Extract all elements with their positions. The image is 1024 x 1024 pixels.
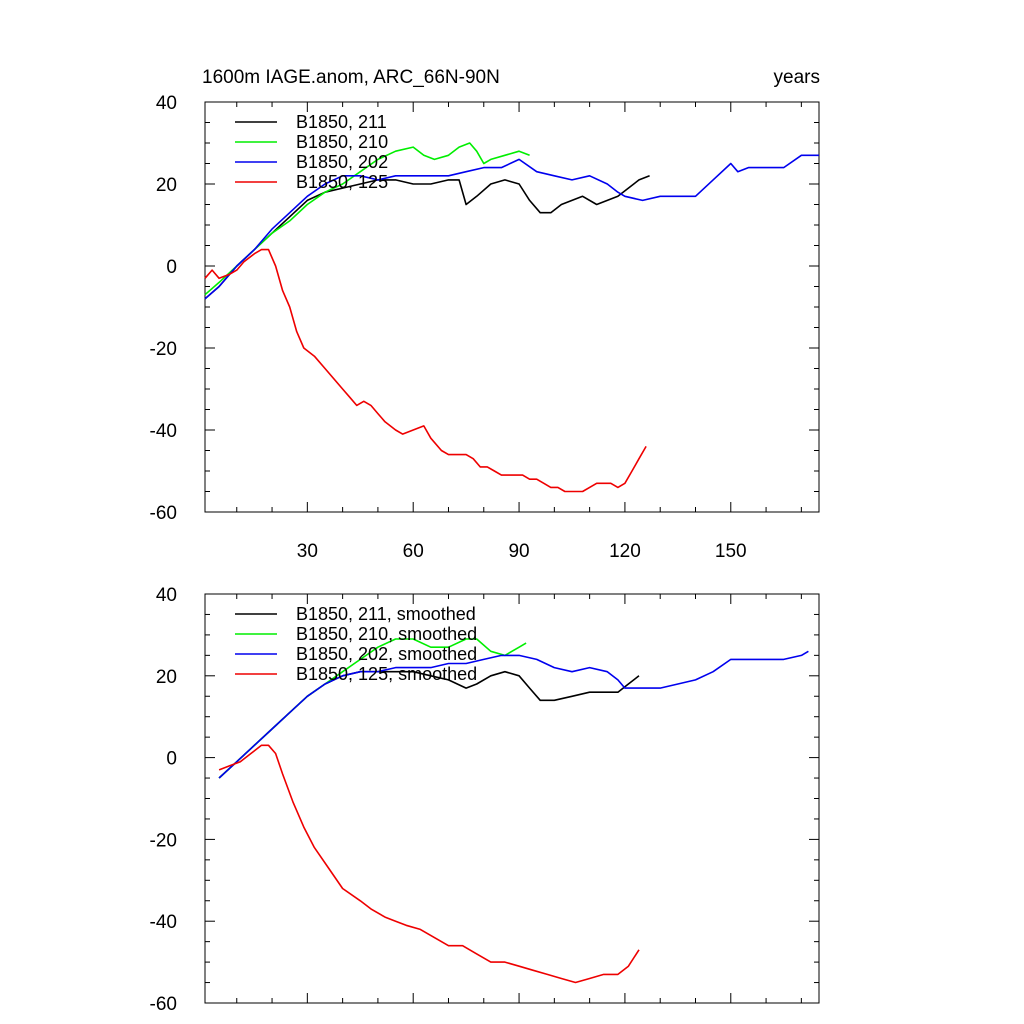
y-tick-label: -20 <box>150 339 177 360</box>
x-tick-label: 60 <box>403 541 424 562</box>
x-tick-label: 30 <box>297 541 318 562</box>
legend-label: B1850, 202 <box>296 152 388 172</box>
series-line-0 <box>204 175 650 300</box>
series-line-2 <box>218 650 809 779</box>
y-tick-label: 40 <box>156 93 177 114</box>
legend-label: B1850, 210, smoothed <box>296 624 477 644</box>
y-tick-label: 20 <box>156 175 177 196</box>
legend-label: B1850, 125 <box>296 172 388 192</box>
y-tick-label: 40 <box>156 585 177 606</box>
series-line-2 <box>204 154 819 300</box>
x-tick-label: 90 <box>508 541 529 562</box>
x-tick-label: 150 <box>715 541 747 562</box>
legend-label: B1850, 211 <box>296 112 387 132</box>
y-tick-label: -20 <box>150 830 177 851</box>
chart-title: 1600m IAGE.anom, ARC_66N-90N <box>202 67 500 88</box>
y-tick-label: -60 <box>150 994 177 1015</box>
y-tick-label: -40 <box>150 912 177 933</box>
x-tick-label: 120 <box>609 541 641 562</box>
legend-label: B1850, 210 <box>296 132 388 152</box>
series-line-1 <box>204 142 530 296</box>
series-line-0 <box>218 670 640 779</box>
y-tick-label: 20 <box>156 667 177 688</box>
legend-label: B1850, 211, smoothed <box>296 604 476 624</box>
y-tick-label: -40 <box>150 421 177 442</box>
series-line-3 <box>218 744 640 984</box>
series-line-3 <box>204 248 647 493</box>
y-tick-label: 0 <box>166 257 177 278</box>
legend-label: B1850, 202, smoothed <box>296 644 477 664</box>
legend-label: B1850, 125, smoothed <box>296 664 477 684</box>
y-tick-label: -60 <box>150 503 177 524</box>
units-label: years <box>774 67 820 88</box>
y-tick-label: 0 <box>166 749 177 770</box>
